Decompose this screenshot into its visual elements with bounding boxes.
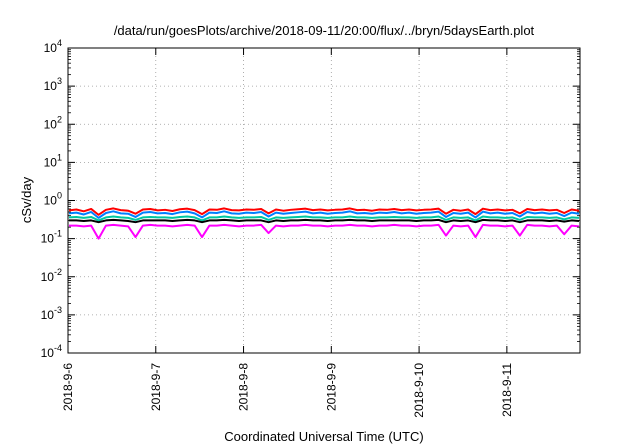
series-line-4 [68, 215, 580, 222]
x-axis-label: Coordinated Universal Time (UTC) [224, 429, 423, 444]
y-tick-label: 10-1 [41, 229, 62, 246]
series-line-3 [68, 210, 580, 219]
y-tick-label: 10-3 [41, 305, 62, 322]
series-line-1 [69, 223, 580, 240]
x-tick-label: 2018-9-9 [324, 363, 338, 411]
x-tick-label: 2018-9-7 [149, 363, 163, 411]
y-tick-label: 101 [44, 152, 62, 169]
series-line-5 [69, 218, 580, 224]
x-tick-label: 2018-9-8 [237, 363, 251, 411]
grid-lines [68, 48, 580, 353]
x-tick-label: 2018-9-10 [412, 363, 426, 418]
series-line-2 [68, 207, 580, 216]
y-tick-label: 103 [44, 76, 62, 93]
axis-ticks: 10-4 10-3 10-2 10-1 100 101 102 103 104 2018-9-6 2… [41, 38, 580, 418]
x-tick-label: 2018-9-11 [500, 363, 514, 417]
y-axis-label: cSv/day [19, 176, 34, 223]
chart-title: /data/run/goesPlots/archive/2018-09-11/2… [114, 23, 535, 38]
y-tick-label: 102 [44, 114, 62, 131]
y-tick-label: 104 [44, 38, 62, 55]
series-lines [68, 207, 580, 240]
y-tick-label: 10-4 [41, 343, 62, 360]
y-tick-label: 10-2 [41, 267, 62, 284]
y-tick-label: 100 [44, 191, 62, 208]
x-tick-label: 2018-9-6 [61, 363, 75, 411]
